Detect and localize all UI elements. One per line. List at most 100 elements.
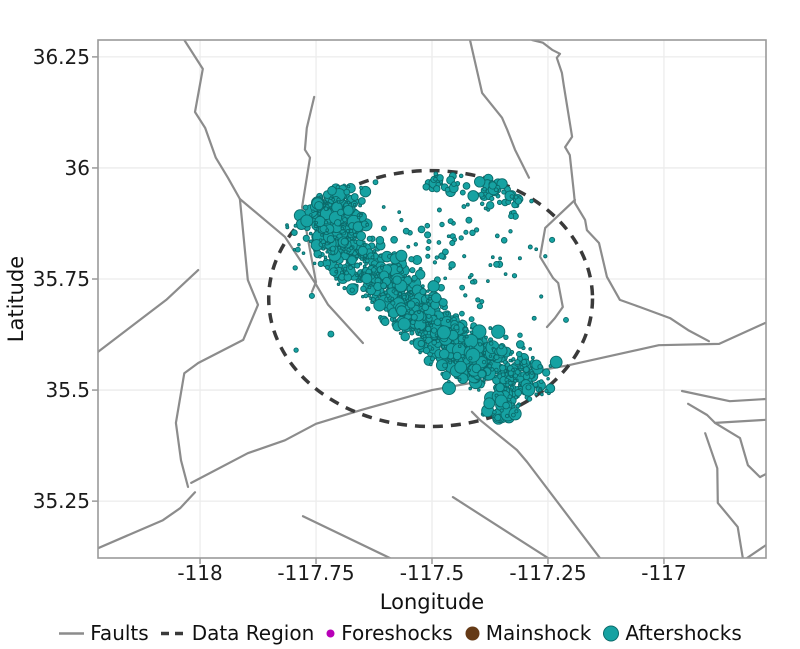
aftershock-point bbox=[486, 201, 495, 210]
aftershock-point bbox=[463, 293, 468, 298]
aftershock-point bbox=[436, 240, 442, 245]
aftershock-point bbox=[361, 273, 373, 285]
aftershock-point bbox=[468, 316, 475, 323]
x-tick-label: -117.5 bbox=[400, 561, 464, 585]
aftershock-point bbox=[334, 269, 338, 274]
aftershock-point bbox=[399, 217, 404, 223]
aftershock-point bbox=[422, 319, 426, 324]
aftershock-point bbox=[475, 297, 481, 303]
aftershock-point bbox=[383, 290, 388, 295]
aftershock-point bbox=[465, 334, 469, 339]
aftershock-point bbox=[423, 330, 428, 336]
aftershock-point bbox=[424, 222, 431, 229]
aftershock-point bbox=[347, 255, 357, 265]
legend-label-mainshock: Mainshock bbox=[485, 621, 592, 645]
aftershock-point bbox=[344, 270, 349, 276]
aftershock-point bbox=[528, 347, 533, 351]
aftershock-point bbox=[329, 267, 339, 277]
aftershock-point bbox=[327, 185, 337, 196]
aftershock-point bbox=[492, 409, 497, 415]
aftershock-point bbox=[350, 193, 359, 201]
aftershock-point bbox=[540, 392, 544, 397]
aftershock-point bbox=[417, 332, 422, 337]
aftershock-point bbox=[327, 330, 335, 338]
aftershock-point bbox=[433, 185, 441, 193]
aftershock-point bbox=[363, 243, 367, 247]
aftershock-point bbox=[522, 366, 530, 373]
aftershock-point bbox=[537, 364, 543, 370]
aftershock-point bbox=[453, 324, 460, 331]
aftershock-point bbox=[538, 388, 542, 392]
aftershock-point bbox=[462, 254, 467, 259]
fault-17 bbox=[745, 543, 766, 558]
aftershock-point bbox=[325, 228, 330, 232]
aftershock-point bbox=[317, 212, 322, 216]
aftershock-point bbox=[297, 243, 301, 247]
aftershock-point bbox=[323, 255, 328, 259]
aftershock-point bbox=[495, 382, 505, 393]
aftershock-point bbox=[309, 213, 313, 217]
aftershock-point bbox=[514, 197, 523, 205]
aftershock-point bbox=[333, 235, 337, 240]
fault-lines bbox=[98, 40, 766, 558]
aftershock-point bbox=[517, 256, 522, 261]
aftershock-point bbox=[323, 220, 329, 225]
aftershock-point bbox=[461, 204, 467, 210]
aftershock-point bbox=[488, 354, 493, 358]
legend: Faults Data Region Foreshocks Mainshock Afte… bbox=[0, 619, 800, 647]
legend-item-faults: Faults bbox=[58, 621, 149, 645]
aftershock-point bbox=[491, 324, 506, 339]
x-tick-label: -118 bbox=[177, 561, 222, 585]
aftershock-point bbox=[370, 255, 375, 260]
aftershock-point bbox=[549, 355, 563, 369]
aftershock-point bbox=[508, 358, 512, 363]
fault-16 bbox=[704, 432, 744, 558]
aftershock-point bbox=[385, 293, 391, 299]
aftershock-point bbox=[439, 305, 444, 309]
y-tick-label: 35.5 bbox=[45, 378, 90, 402]
aftershock-point bbox=[352, 202, 357, 207]
aftershock-point bbox=[539, 294, 544, 299]
fault-14 bbox=[686, 402, 766, 424]
aftershock-point bbox=[400, 331, 410, 342]
aftershock-point bbox=[459, 310, 465, 317]
aftershock-point bbox=[449, 239, 456, 247]
aftershock-point bbox=[398, 331, 403, 336]
aftershock-point bbox=[527, 244, 533, 250]
aftershock-point bbox=[481, 359, 487, 365]
aftershock-point bbox=[477, 388, 481, 392]
aftershock-point bbox=[425, 253, 431, 259]
fault-8 bbox=[190, 321, 766, 484]
aftershock-point bbox=[471, 363, 482, 374]
aftershock-point bbox=[329, 245, 336, 252]
aftershock-point bbox=[502, 359, 508, 365]
aftershock-point bbox=[422, 334, 427, 339]
aftershock-point bbox=[442, 381, 456, 396]
aftershock-point bbox=[494, 233, 500, 239]
aftershock-point bbox=[525, 384, 532, 391]
aftershock-point bbox=[517, 332, 523, 338]
aftershock-point bbox=[532, 381, 539, 388]
aftershock-point bbox=[563, 316, 569, 323]
aftershock-point bbox=[436, 174, 444, 182]
aftershock-point bbox=[483, 397, 496, 410]
aftershock-point bbox=[378, 254, 383, 258]
aftershock-point bbox=[500, 372, 506, 378]
aftershock-point bbox=[447, 379, 451, 384]
aftershock-point bbox=[446, 234, 451, 239]
aftershock-point bbox=[380, 282, 387, 290]
aftershock-point bbox=[448, 261, 456, 269]
tick-labels: -118 -117.75 -117.5 -117.25 -117 36.25 36 35.75… bbox=[33, 45, 687, 585]
aftershock-point bbox=[375, 271, 380, 276]
aftershock-point bbox=[380, 317, 390, 326]
aftershock-point bbox=[348, 265, 353, 271]
aftershock-point bbox=[390, 235, 398, 244]
aftershock-point bbox=[476, 303, 484, 310]
aftershock-point bbox=[430, 327, 438, 334]
tick-marks bbox=[92, 56, 665, 564]
fault-6 bbox=[538, 198, 577, 329]
aftershock-point bbox=[489, 196, 495, 202]
aftershock-point bbox=[458, 235, 464, 241]
aftershock-point bbox=[530, 355, 535, 360]
y-axis-label: Latitude bbox=[4, 255, 28, 343]
